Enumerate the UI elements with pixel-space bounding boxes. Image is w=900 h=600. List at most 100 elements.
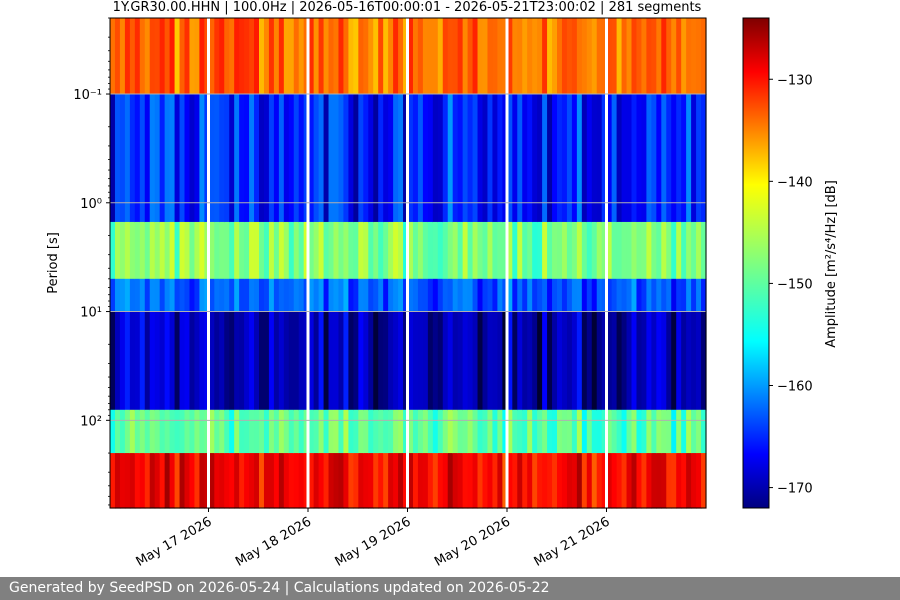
heatmap-cell <box>422 453 429 509</box>
colorbar-tick-label: −150 <box>777 277 813 292</box>
heatmap-cell <box>263 94 270 223</box>
heatmap-cell <box>527 278 533 313</box>
heatmap-cell <box>239 453 245 509</box>
heatmap-cell <box>412 453 419 509</box>
heatmap-cell <box>482 311 489 411</box>
heatmap-cell <box>348 278 354 313</box>
heatmap-cell <box>214 278 220 313</box>
heatmap-cell <box>403 409 409 454</box>
heatmap-cell <box>259 311 265 411</box>
heatmap-cell <box>119 18 126 95</box>
heatmap-cell <box>139 221 146 280</box>
heatmap-cell <box>318 18 325 95</box>
heatmap-cell <box>586 278 593 313</box>
heatmap-cell <box>259 453 265 509</box>
heatmap-cell <box>502 311 508 411</box>
heatmap-cell <box>661 453 667 509</box>
heatmap-cell <box>601 278 608 313</box>
heatmap-cell <box>159 409 166 454</box>
heatmap-cell <box>571 311 578 411</box>
heatmap-cell <box>542 94 548 223</box>
heatmap-cell <box>527 94 533 223</box>
heatmap-cell <box>249 311 255 411</box>
heatmap-cell <box>318 311 325 411</box>
heatmap-cell <box>244 409 250 454</box>
heatmap-cell <box>189 409 196 454</box>
heatmap-cell <box>417 311 424 411</box>
heatmap-cell <box>303 453 310 509</box>
heatmap-cell <box>671 94 677 223</box>
heatmap-cell <box>144 311 151 411</box>
heatmap-cell <box>566 409 573 454</box>
heatmap-cell <box>403 278 409 313</box>
heatmap-cell <box>129 94 136 223</box>
heatmap-cell <box>417 453 424 509</box>
heatmap-cell <box>576 311 583 411</box>
heatmap-cell <box>552 453 558 509</box>
y-tick-label: 10⁰ <box>80 197 102 212</box>
heatmap-cell <box>606 453 613 509</box>
heatmap-cell <box>497 311 503 411</box>
heatmap-cell <box>586 221 593 280</box>
heatmap-cell <box>537 94 543 223</box>
heatmap-cell <box>328 409 335 454</box>
heatmap-cell <box>437 311 444 411</box>
heatmap-cell <box>646 409 652 454</box>
heatmap-cell <box>696 221 702 280</box>
heatmap-cell <box>224 278 230 313</box>
heatmap-cell <box>492 311 498 411</box>
heatmap-cell <box>666 409 672 454</box>
heatmap-cell <box>412 94 419 223</box>
heatmap-cell <box>244 453 250 509</box>
heatmap-cell <box>308 453 315 509</box>
heatmap-cell <box>631 409 638 454</box>
heatmap-cell <box>676 18 682 95</box>
heatmap-cell <box>661 18 667 95</box>
heatmap-cell <box>308 94 315 223</box>
heatmap-cell <box>323 409 330 454</box>
heatmap-cell <box>249 94 255 223</box>
heatmap-cell <box>611 409 618 454</box>
heatmap-cell <box>244 311 250 411</box>
heatmap-cell <box>338 409 345 454</box>
heatmap-cell <box>129 409 136 454</box>
heatmap-cell <box>412 18 419 95</box>
heatmap-cell <box>283 221 290 280</box>
heatmap-cell <box>179 453 186 509</box>
heatmap-cell <box>263 409 270 454</box>
heatmap-cell <box>393 278 399 313</box>
heatmap-cell <box>124 278 131 313</box>
heatmap-cell <box>552 278 558 313</box>
heatmap-cell <box>591 18 598 95</box>
heatmap-cell <box>646 94 652 223</box>
heatmap-cell <box>268 409 275 454</box>
heatmap-cell <box>124 311 131 411</box>
heatmap-cell <box>298 453 305 509</box>
heatmap-cell <box>229 94 235 223</box>
heatmap-cell <box>422 221 429 280</box>
heatmap-cell <box>119 94 126 223</box>
heatmap-cell <box>214 311 220 411</box>
heatmap-cell <box>621 409 628 454</box>
heatmap-cell <box>621 453 628 509</box>
heatmap-cell <box>154 453 161 509</box>
heatmap-cell <box>586 18 593 95</box>
heatmap-cell <box>557 221 563 280</box>
heatmap-cell <box>373 409 379 454</box>
heatmap-cell <box>467 18 474 95</box>
heatmap-cell <box>651 221 657 280</box>
heatmap-cell <box>686 409 692 454</box>
heatmap-cell <box>581 311 588 411</box>
heatmap-cell <box>328 94 335 223</box>
heatmap-cell <box>263 278 270 313</box>
heatmap-cell <box>557 311 563 411</box>
heatmap-cell <box>437 278 444 313</box>
heatmap-cell <box>532 94 538 223</box>
heatmap-cell <box>701 453 707 509</box>
heatmap-cell <box>666 94 672 223</box>
heatmap-cell <box>209 409 215 454</box>
heatmap-cell <box>507 221 513 280</box>
y-gridlines <box>110 93 706 421</box>
heatmap-cell <box>254 278 260 313</box>
heatmap-cell <box>169 94 176 223</box>
